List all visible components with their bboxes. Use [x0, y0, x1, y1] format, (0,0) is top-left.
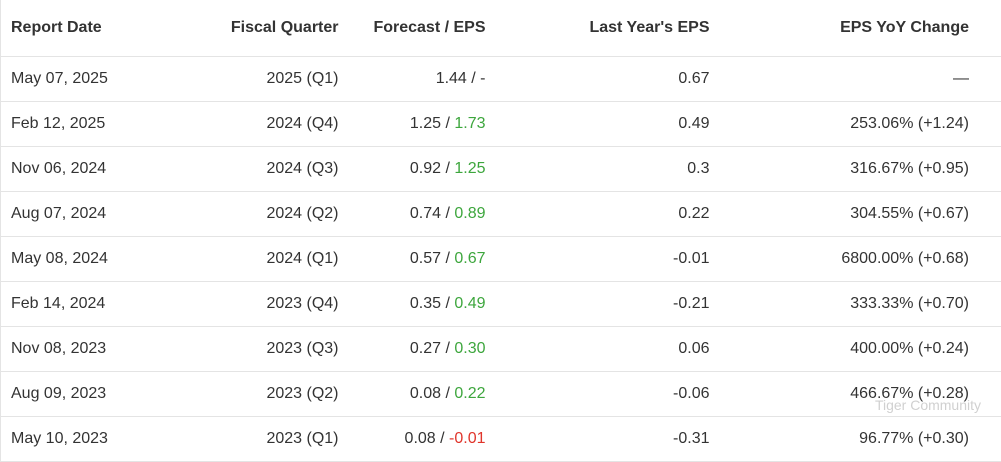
actual-eps: -	[480, 70, 485, 87]
fiscal-quarter: 2023 (Q2)	[201, 372, 349, 417]
fiscal-quarter: 2024 (Q4)	[201, 102, 349, 147]
actual-eps: 0.67	[454, 250, 485, 267]
forecast: 0.08 /	[410, 385, 450, 402]
forecast: 0.27 /	[410, 340, 450, 357]
report-date: Aug 07, 2024	[1, 192, 201, 237]
last-year-eps: 0.22	[496, 192, 720, 237]
forecast-eps: 1.44 / -	[349, 57, 496, 102]
fiscal-quarter: 2023 (Q4)	[201, 282, 349, 327]
column-header: Forecast / EPS	[349, 0, 496, 57]
eps-yoy-change: —	[720, 57, 1001, 102]
actual-eps: -0.01	[449, 430, 485, 447]
fiscal-quarter: 2024 (Q3)	[201, 147, 349, 192]
fiscal-quarter: 2024 (Q2)	[201, 192, 349, 237]
report-date: Nov 08, 2023	[1, 327, 201, 372]
last-year-eps: -0.21	[496, 282, 720, 327]
forecast: 1.25 /	[410, 115, 450, 132]
report-date: Feb 14, 2024	[1, 282, 201, 327]
forecast-eps: 0.08 / 0.22	[349, 372, 496, 417]
column-header: EPS YoY Change	[720, 0, 1001, 57]
last-year-eps: -0.01	[496, 237, 720, 282]
forecast-eps: 0.57 / 0.67	[349, 237, 496, 282]
report-date: May 07, 2025	[1, 57, 201, 102]
eps-yoy-change: 400.00% (+0.24)	[720, 327, 1001, 372]
fiscal-quarter: 2024 (Q1)	[201, 237, 349, 282]
eps-yoy-change: 253.06% (+1.24)	[720, 102, 1001, 147]
column-header: Report Date	[1, 0, 201, 57]
last-year-eps: -0.31	[496, 417, 720, 462]
actual-eps: 0.89	[454, 205, 485, 222]
actual-eps: 1.25	[454, 160, 485, 177]
report-date: Aug 09, 2023	[1, 372, 201, 417]
report-date: May 10, 2023	[1, 417, 201, 462]
last-year-eps: 0.06	[496, 327, 720, 372]
report-date: Feb 12, 2025	[1, 102, 201, 147]
fiscal-quarter: 2025 (Q1)	[201, 57, 349, 102]
eps-yoy-change: 96.77% (+0.30)	[720, 417, 1001, 462]
forecast: 1.44 /	[436, 70, 476, 87]
report-date: May 08, 2024	[1, 237, 201, 282]
forecast-eps: 0.35 / 0.49	[349, 282, 496, 327]
fiscal-quarter: 2023 (Q3)	[201, 327, 349, 372]
fiscal-quarter: 2023 (Q1)	[201, 417, 349, 462]
forecast-eps: 0.27 / 0.30	[349, 327, 496, 372]
last-year-eps: 0.67	[496, 57, 720, 102]
watermark: Tiger Community	[875, 397, 981, 413]
forecast: 0.92 /	[410, 160, 450, 177]
actual-eps: 0.22	[454, 385, 485, 402]
column-header: Last Year's EPS	[496, 0, 720, 57]
forecast-eps: 0.92 / 1.25	[349, 147, 496, 192]
forecast: 0.35 /	[410, 295, 450, 312]
forecast-eps: 0.08 / -0.01	[349, 417, 496, 462]
column-header: Fiscal Quarter	[201, 0, 349, 57]
eps-yoy-change: 304.55% (+0.67)	[720, 192, 1001, 237]
last-year-eps: 0.49	[496, 102, 720, 147]
forecast: 0.74 /	[410, 205, 450, 222]
eps-yoy-change: 6800.00% (+0.68)	[720, 237, 1001, 282]
last-year-eps: -0.06	[496, 372, 720, 417]
eps-yoy-change: 316.67% (+0.95)	[720, 147, 1001, 192]
forecast-eps: 0.74 / 0.89	[349, 192, 496, 237]
actual-eps: 0.49	[454, 295, 485, 312]
forecast-eps: 1.25 / 1.73	[349, 102, 496, 147]
forecast: 0.57 /	[410, 250, 450, 267]
last-year-eps: 0.3	[496, 147, 720, 192]
report-date: Nov 06, 2024	[1, 147, 201, 192]
eps-yoy-change: 333.33% (+0.70)	[720, 282, 1001, 327]
actual-eps: 1.73	[454, 115, 485, 132]
forecast: 0.08 /	[405, 430, 445, 447]
actual-eps: 0.30	[454, 340, 485, 357]
